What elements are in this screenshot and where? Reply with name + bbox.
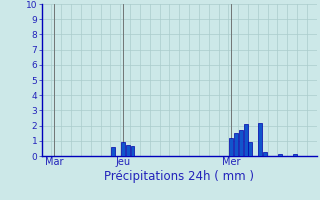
Bar — [244, 124, 247, 156]
Bar — [258, 123, 262, 156]
X-axis label: Précipitations 24h ( mm ): Précipitations 24h ( mm ) — [104, 170, 254, 183]
Bar — [278, 154, 282, 156]
Bar — [126, 145, 130, 156]
Bar — [131, 146, 134, 156]
Bar — [234, 133, 238, 156]
Bar — [263, 152, 267, 156]
Bar — [121, 142, 125, 156]
Bar — [293, 154, 297, 156]
Bar — [111, 147, 115, 156]
Bar — [229, 138, 233, 156]
Bar — [239, 130, 243, 156]
Bar — [249, 142, 252, 156]
